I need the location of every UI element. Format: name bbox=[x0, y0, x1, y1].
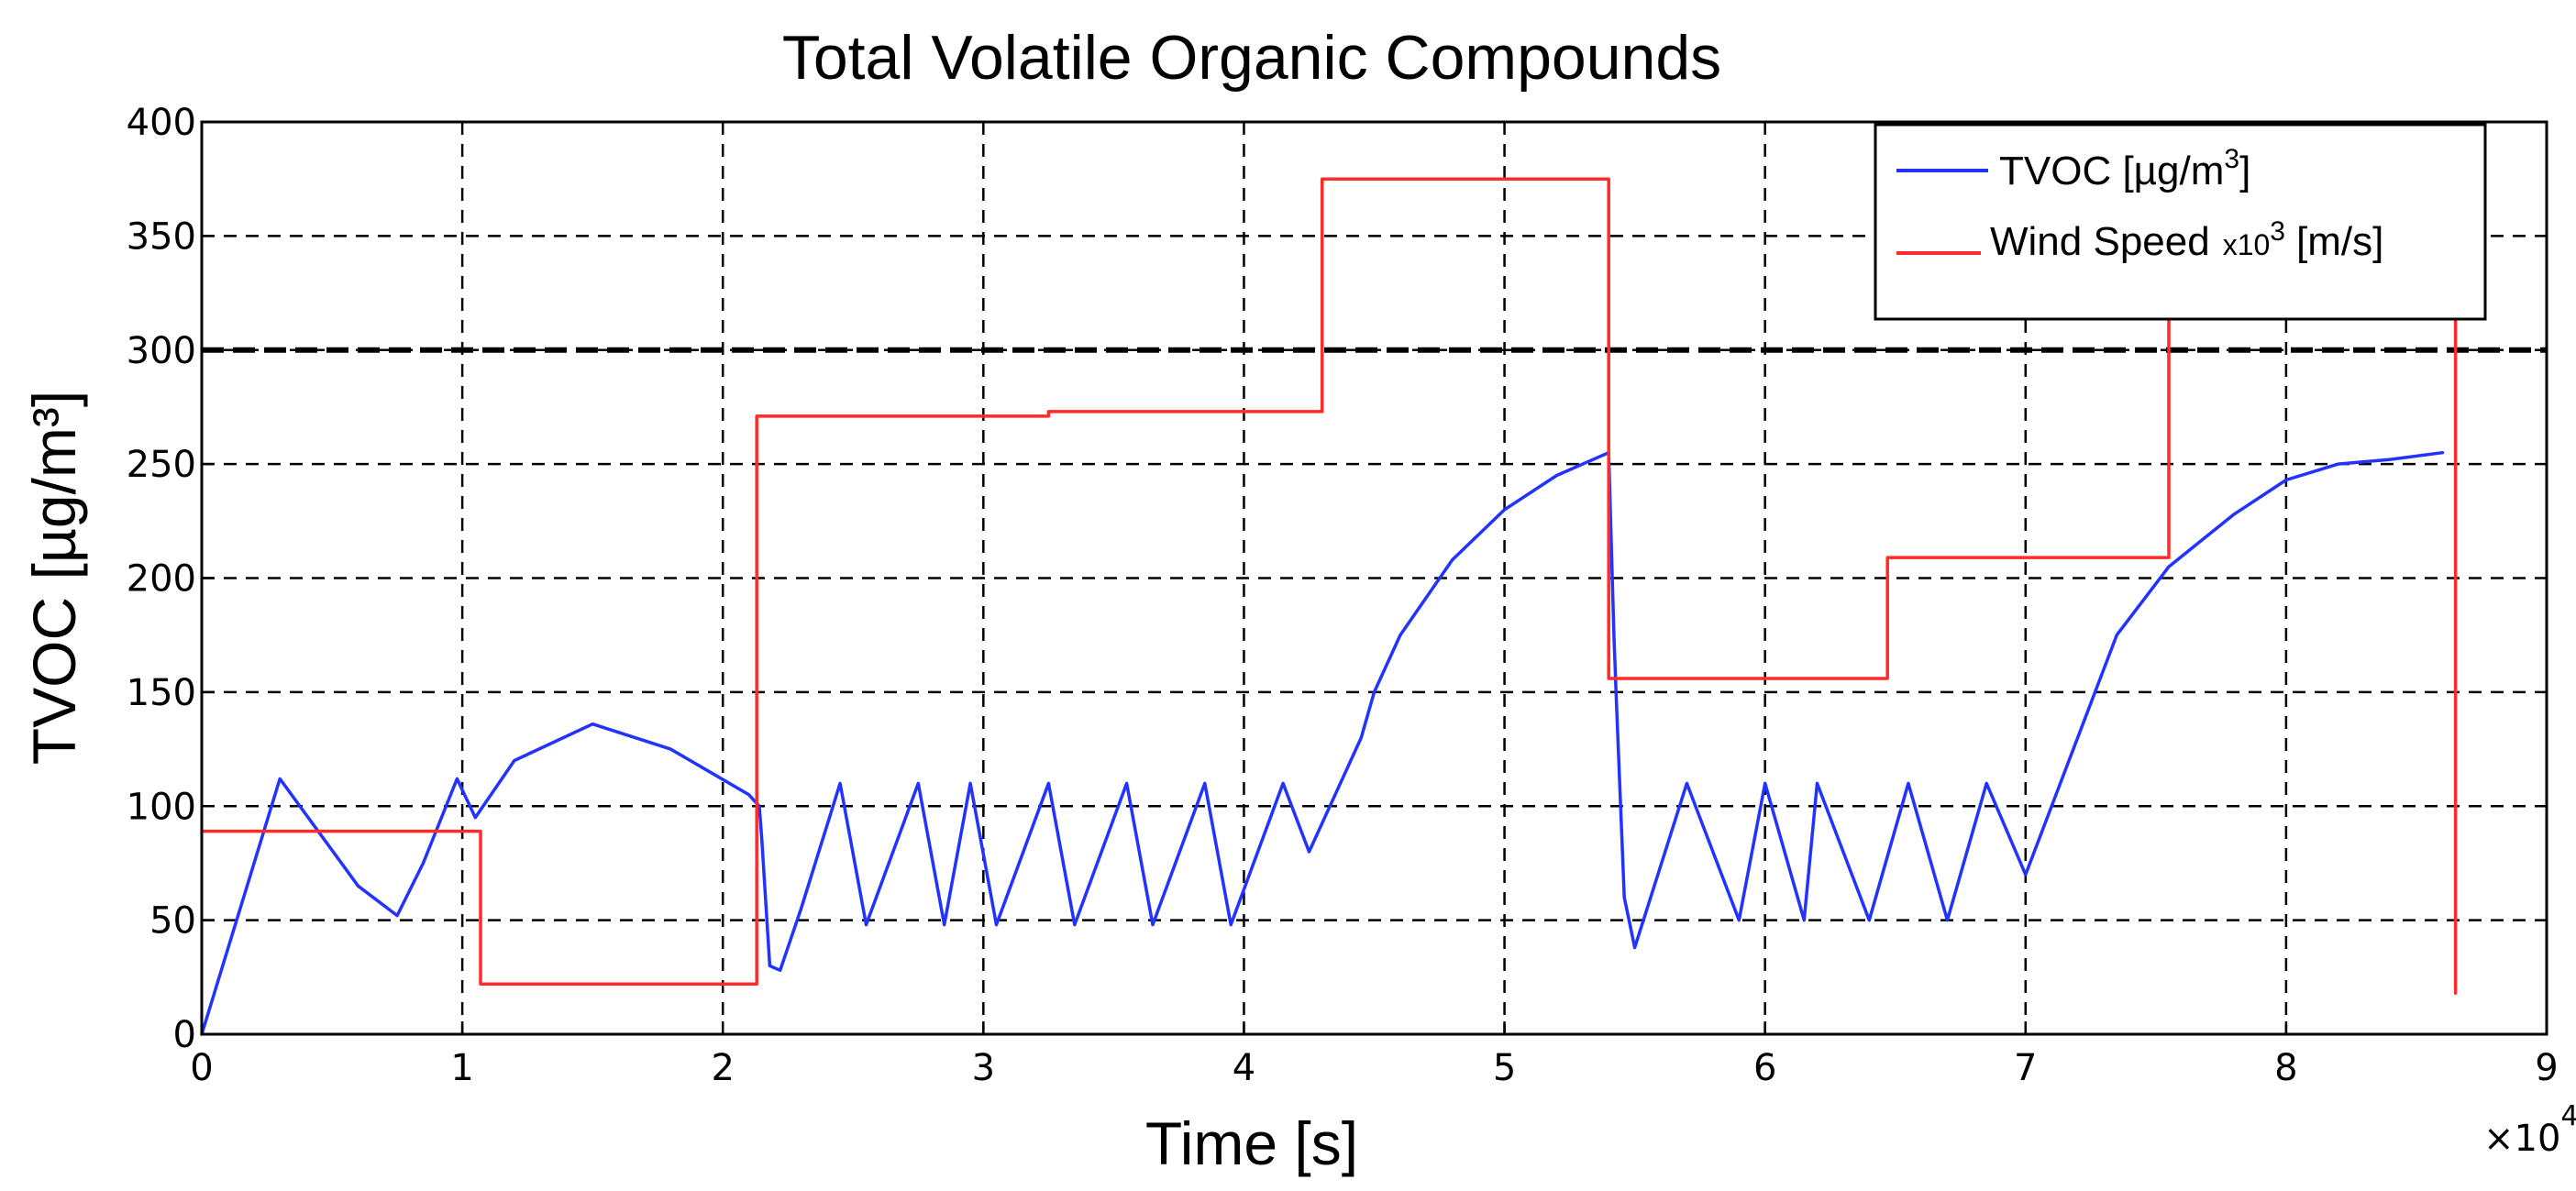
chart-title: Total Volatile Organic Compounds bbox=[782, 23, 1721, 93]
x-axis-multiplier: ×104 bbox=[2483, 1100, 2576, 1160]
x-tick-label: 4 bbox=[1233, 1047, 1255, 1089]
x-tick-label: 9 bbox=[2535, 1047, 2558, 1089]
x-tick-label: 5 bbox=[1493, 1047, 1516, 1089]
y-tick-label: 0 bbox=[173, 1014, 196, 1056]
legend-box bbox=[1874, 123, 2487, 321]
y-tick-label: 150 bbox=[127, 672, 196, 714]
x-axis-label: Time [s] bbox=[1145, 1109, 1358, 1177]
y-tick-label: 200 bbox=[127, 558, 196, 601]
x-tick-label: 8 bbox=[2274, 1047, 2297, 1089]
series-line-wind-speed bbox=[200, 177, 2458, 995]
x-tick-label: 3 bbox=[972, 1047, 995, 1089]
x-tick-label: 2 bbox=[711, 1047, 734, 1089]
series-line-tvoc bbox=[200, 450, 2445, 1036]
y-tick-label: 50 bbox=[149, 900, 196, 943]
y-tick-label: 350 bbox=[127, 215, 196, 258]
tick-layer: 0 1 2 3 4 5 6 7 8 9 0 50 100 150 200 250 300 350 400 bbox=[127, 102, 2559, 1089]
x-tick-label: 1 bbox=[450, 1047, 473, 1089]
x-tick-label: 7 bbox=[2014, 1047, 2037, 1089]
y-tick-label: 400 bbox=[127, 102, 196, 144]
legend-label-tvoc: TVOC [µg/m3] bbox=[1999, 144, 2250, 193]
x-tick-label: 6 bbox=[1753, 1047, 1776, 1089]
y-tick-label: 100 bbox=[127, 786, 196, 828]
y-tick-label: 300 bbox=[127, 330, 196, 372]
y-tick-label: 250 bbox=[127, 444, 196, 486]
x-tick-label: 0 bbox=[190, 1047, 213, 1089]
legend: TVOC [µg/m3] Wind Speed x103 [m/s] bbox=[1874, 123, 2487, 321]
y-axis-label: TVOC [µg/m³] bbox=[20, 391, 88, 765]
series-layer bbox=[200, 177, 2458, 1036]
legend-label-wind-speed: Wind Speed x103 [m/s] bbox=[1990, 216, 2383, 264]
